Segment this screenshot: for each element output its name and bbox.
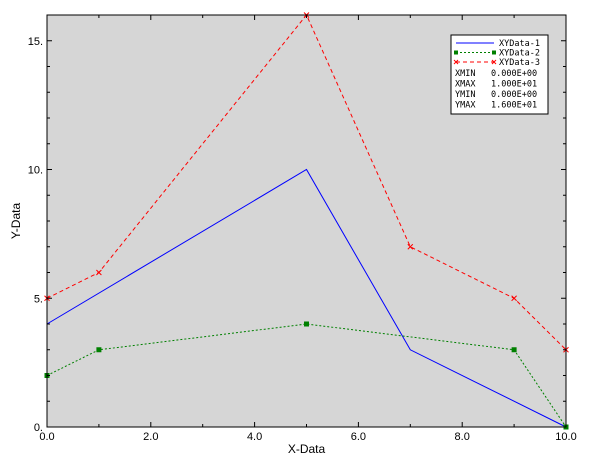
series-3-point — [511, 295, 517, 302]
legend-entry-3: XYData-3 — [499, 58, 540, 68]
x-tick-label: 4.0 — [247, 431, 262, 443]
legend-entry-1: XYData-1 — [499, 39, 540, 49]
legend-stat-label: XMAX — [455, 80, 476, 90]
y-tick-label: 15. — [28, 36, 43, 48]
legend-entry-2: XYData-2 — [499, 49, 540, 59]
x-tick-label: 8.0 — [455, 431, 470, 443]
axes-layer: 0.0 2.0 4.0 6.0 8.0 10.0 0. 5. 10. 15. — [28, 14, 577, 443]
series-2-point — [96, 347, 102, 353]
legend-stat-value: 0.000E+00 — [491, 69, 537, 79]
legend-stat-label: XMIN — [455, 69, 475, 79]
y-tick-label: 0. — [34, 422, 43, 434]
legend-marker — [454, 50, 458, 55]
legend-stat-value: 1.000E+01 — [491, 80, 537, 90]
series-2-point — [511, 347, 517, 353]
x-axis-label: X-Data — [288, 442, 326, 456]
y-axis-label: Y-Data — [9, 203, 23, 240]
y-tick-label: 10. — [28, 165, 43, 177]
legend-box — [450, 34, 549, 115]
legend-stat-value: 1.600E+01 — [491, 101, 537, 111]
series-3-point — [407, 243, 414, 250]
series-3-point — [96, 269, 102, 276]
series-line-1 — [46, 168, 567, 428]
legend-marker — [492, 50, 496, 55]
legend-stat-label: YMIN — [455, 90, 475, 100]
y-tick-label: 5. — [34, 293, 43, 305]
x-tick-label: 6.0 — [351, 431, 366, 443]
x-tick-label: 2.0 — [143, 431, 158, 443]
series-line-3 — [46, 14, 567, 351]
legend-stat-value: 0.000E+00 — [491, 90, 537, 100]
series-2-point — [304, 321, 309, 327]
legend-stat-label: YMAX — [455, 101, 476, 111]
legend-marker — [453, 59, 459, 65]
x-tick-label: 0.0 — [39, 431, 54, 443]
x-tick-label: 10.0 — [555, 431, 576, 443]
legend-marker — [491, 59, 497, 65]
